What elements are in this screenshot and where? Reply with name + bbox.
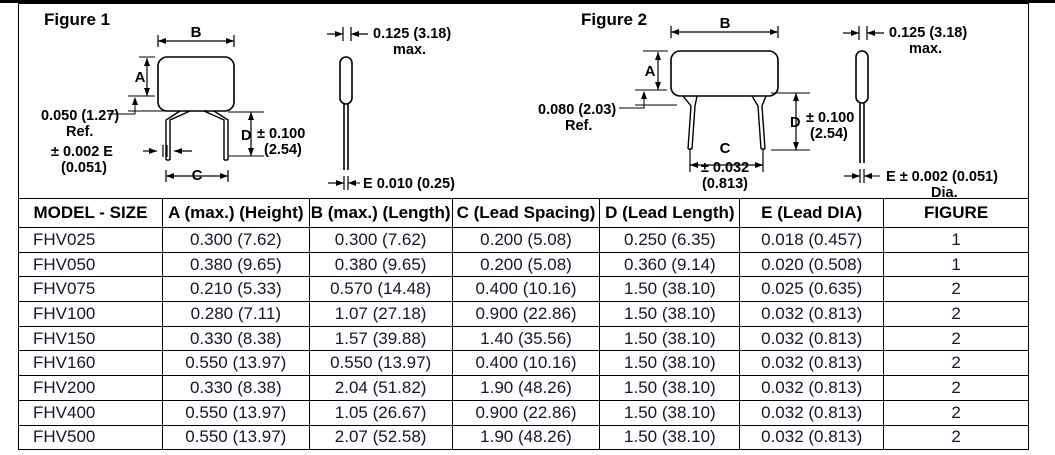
svg-text:0.080 (2.03): 0.080 (2.03) (538, 102, 616, 118)
svg-text:B: B (191, 24, 202, 41)
svg-text:E 0.010 (0.25): E 0.010 (0.25) (363, 176, 455, 192)
svg-text:(2.54): (2.54) (264, 142, 302, 158)
svg-text:± 0.032: ± 0.032 (701, 160, 749, 176)
svg-text:± 0.002 E: ± 0.002 E (51, 144, 113, 160)
svg-text:E ± 0.002 (0.051): E ± 0.002 (0.051) (886, 169, 998, 185)
svg-text:C: C (720, 140, 731, 157)
svg-text:(0.051): (0.051) (61, 160, 107, 176)
svg-text:A: A (645, 63, 656, 80)
svg-text:B: B (720, 15, 731, 32)
svg-text:C: C (192, 167, 203, 184)
svg-text:Ref.: Ref. (565, 118, 592, 134)
svg-text:(2.54): (2.54) (810, 126, 848, 142)
svg-text:max.: max. (909, 41, 942, 57)
svg-text:max.: max. (393, 42, 426, 58)
svg-text:D: D (790, 115, 800, 131)
svg-text:0.050 (1.27): 0.050 (1.27) (41, 108, 119, 124)
svg-text:D: D (241, 128, 251, 144)
svg-text:± 0.100: ± 0.100 (257, 126, 305, 142)
svg-text:A: A (135, 69, 146, 86)
svg-text:0.125 (3.18): 0.125 (3.18) (373, 26, 451, 42)
svg-text:± 0.100: ± 0.100 (806, 110, 854, 126)
svg-text:(0.813): (0.813) (702, 176, 748, 192)
svg-text:0.125 (3.18): 0.125 (3.18) (889, 25, 967, 41)
svg-text:Ref.: Ref. (66, 124, 93, 140)
